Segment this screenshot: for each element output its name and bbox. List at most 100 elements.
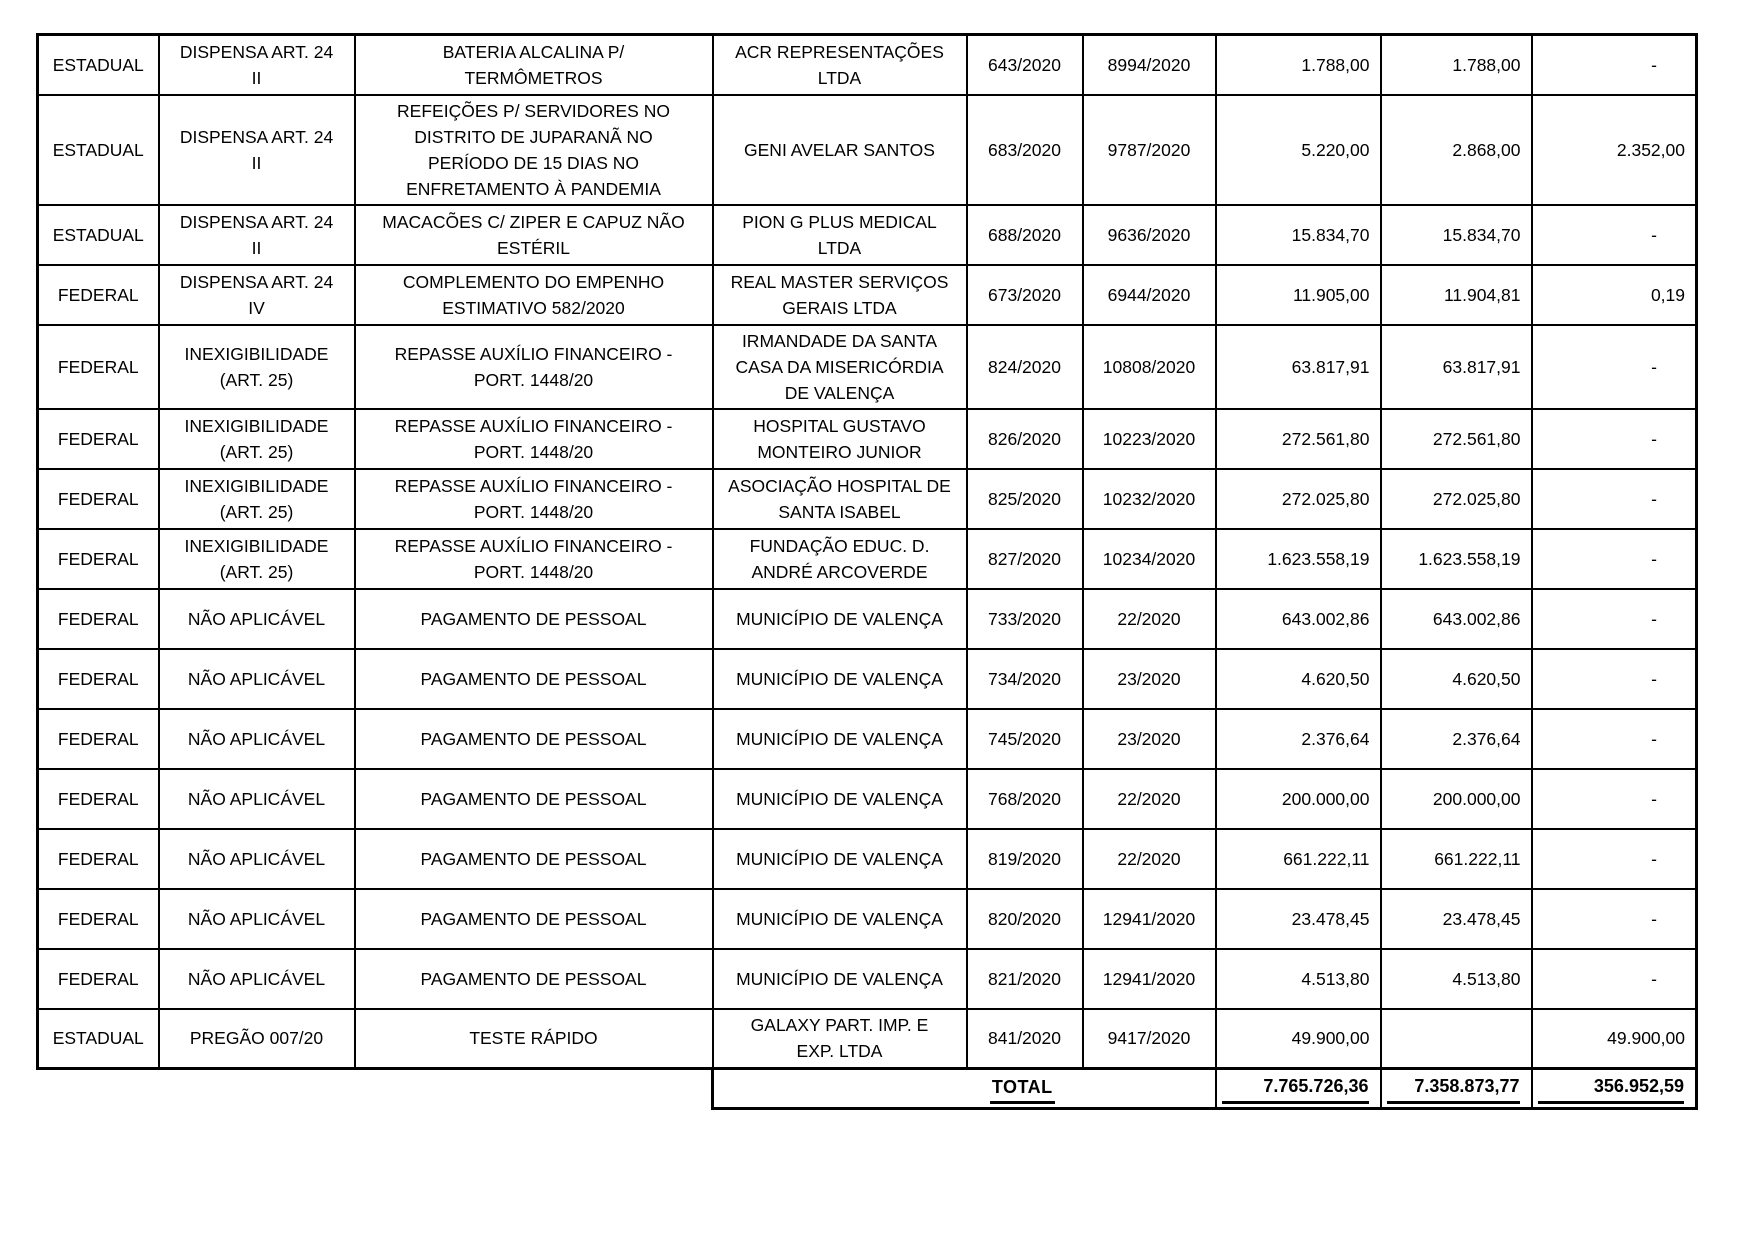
cell-processo-numero: 10232/2020 xyxy=(1081,467,1217,530)
table-row: ESTADUAL DISPENSA ART. 24 II MACACÕES C/ Z… xyxy=(36,203,1698,266)
cell-processo-numero: 12941/2020 xyxy=(1081,947,1217,1010)
table-row: FEDERAL NÃO APLICÁVEL PAGAMENTO DE PESSOAL… xyxy=(36,707,1698,770)
table-row: ESTADUAL DISPENSA ART. 24 II REFEIÇÕES P/ … xyxy=(36,93,1698,206)
cell-valor-empenhado: 272.025,80 xyxy=(1214,467,1382,530)
cell-saldo: - xyxy=(1530,407,1698,470)
table-body: ESTADUAL DISPENSA ART. 24 II BATERIA ALCAL… xyxy=(36,33,1698,1070)
cell-processo-numero: 9636/2020 xyxy=(1081,203,1217,266)
cell-valor-pago: 1.788,00 xyxy=(1379,33,1533,96)
cell-objeto: PAGAMENTO DE PESSOAL xyxy=(353,827,714,890)
cell-processo-numero: 22/2020 xyxy=(1081,587,1217,650)
cell-credor: PION G PLUS MEDICAL LTDA xyxy=(711,203,968,266)
table-row: FEDERAL NÃO APLICÁVEL PAGAMENTO DE PESSOAL… xyxy=(36,587,1698,650)
cell-credor: MUNICÍPIO DE VALENÇA xyxy=(711,827,968,890)
cell-esfera: FEDERAL xyxy=(36,407,160,470)
cell-valor-pago: 643.002,86 xyxy=(1379,587,1533,650)
cell-valor-empenhado: 49.900,00 xyxy=(1214,1007,1382,1070)
cell-esfera: FEDERAL xyxy=(36,707,160,770)
cell-objeto: REPASSE AUXÍLIO FINANCEIRO - PORT. 1448/… xyxy=(353,467,714,530)
table-row: FEDERAL INEXIGIBILIDADE (ART. 25) REPASSE … xyxy=(36,527,1698,590)
cell-empenho-numero: 821/2020 xyxy=(965,947,1084,1010)
cell-valor-pago xyxy=(1379,1007,1533,1070)
cell-saldo: - xyxy=(1530,947,1698,1010)
cell-credor: MUNICÍPIO DE VALENÇA xyxy=(711,887,968,950)
cell-esfera: ESTADUAL xyxy=(36,33,160,96)
cell-esfera: FEDERAL xyxy=(36,947,160,1010)
cell-empenho-numero: 768/2020 xyxy=(965,767,1084,830)
cell-esfera: ESTADUAL xyxy=(36,93,160,206)
cell-objeto: PAGAMENTO DE PESSOAL xyxy=(353,587,714,650)
cell-esfera: FEDERAL xyxy=(36,263,160,326)
cell-saldo: - xyxy=(1530,323,1698,410)
cell-valor-empenhado: 5.220,00 xyxy=(1214,93,1382,206)
table-row: FEDERAL NÃO APLICÁVEL PAGAMENTO DE PESSOAL… xyxy=(36,887,1698,950)
cell-valor-pago: 272.561,80 xyxy=(1379,407,1533,470)
cell-saldo: - xyxy=(1530,647,1698,710)
table-row: FEDERAL INEXIGIBILIDADE (ART. 25) REPASSE … xyxy=(36,467,1698,530)
cell-credor: MUNICÍPIO DE VALENÇA xyxy=(711,707,968,770)
table-row: FEDERAL DISPENSA ART. 24 IV COMPLEMENTO DO… xyxy=(36,263,1698,326)
cell-empenho-numero: 827/2020 xyxy=(965,527,1084,590)
table-row: FEDERAL NÃO APLICÁVEL PAGAMENTO DE PESSOAL… xyxy=(36,827,1698,890)
cell-saldo: - xyxy=(1530,887,1698,950)
cell-valor-pago: 200.000,00 xyxy=(1379,767,1533,830)
cell-modalidade: NÃO APLICÁVEL xyxy=(157,887,356,950)
cell-esfera: FEDERAL xyxy=(36,527,160,590)
cell-credor: GENI AVELAR SANTOS xyxy=(711,93,968,206)
cell-empenho-numero: 733/2020 xyxy=(965,587,1084,650)
table-row: ESTADUAL PREGÃO 007/20 TESTE RÁPIDO GALAXY … xyxy=(36,1007,1698,1070)
cell-modalidade: PREGÃO 007/20 xyxy=(157,1007,356,1070)
cell-valor-pago: 11.904,81 xyxy=(1379,263,1533,326)
total-valor-pago: 7.358.873,77 xyxy=(1379,1067,1533,1110)
cell-objeto: PAGAMENTO DE PESSOAL xyxy=(353,707,714,770)
cell-credor: IRMANDADE DA SANTA CASA DA MISERICÓRDIA … xyxy=(711,323,968,410)
cell-processo-numero: 22/2020 xyxy=(1081,827,1217,890)
total-label: TOTAL xyxy=(989,1074,1055,1104)
cell-modalidade: DISPENSA ART. 24 II xyxy=(157,203,356,266)
cell-valor-pago: 63.817,91 xyxy=(1379,323,1533,410)
table-row: FEDERAL INEXIGIBILIDADE (ART. 25) REPASSE … xyxy=(36,407,1698,470)
total-saldo: 356.952,59 xyxy=(1530,1067,1698,1110)
cell-esfera: ESTADUAL xyxy=(36,203,160,266)
cell-objeto: MACACÕES C/ ZIPER E CAPUZ NÃO ESTÉRIL xyxy=(353,203,714,266)
cell-processo-numero: 12941/2020 xyxy=(1081,887,1217,950)
cell-processo-numero: 10223/2020 xyxy=(1081,407,1217,470)
cell-credor: FUNDAÇÃO EDUC. D. ANDRÉ ARCOVERDE xyxy=(711,527,968,590)
cell-valor-pago: 272.025,80 xyxy=(1379,467,1533,530)
cell-valor-empenhado: 11.905,00 xyxy=(1214,263,1382,326)
cell-saldo: - xyxy=(1530,707,1698,770)
table-row: FEDERAL INEXIGIBILIDADE (ART. 25) REPASSE … xyxy=(36,323,1698,410)
cell-processo-numero: 23/2020 xyxy=(1081,647,1217,710)
cell-esfera: FEDERAL xyxy=(36,827,160,890)
cell-objeto: PAGAMENTO DE PESSOAL xyxy=(353,947,714,1010)
cell-modalidade: INEXIGIBILIDADE (ART. 25) xyxy=(157,467,356,530)
cell-modalidade: NÃO APLICÁVEL xyxy=(157,647,356,710)
total-spacer xyxy=(38,1069,713,1109)
cell-valor-empenhado: 1.623.558,19 xyxy=(1214,527,1382,590)
cell-valor-pago: 4.513,80 xyxy=(1379,947,1533,1010)
cell-valor-empenhado: 23.478,45 xyxy=(1214,887,1382,950)
cell-empenho-numero: 673/2020 xyxy=(965,263,1084,326)
cell-saldo: 49.900,00 xyxy=(1530,1007,1698,1070)
cell-saldo: - xyxy=(1530,587,1698,650)
cell-empenho-numero: 820/2020 xyxy=(965,887,1084,950)
cell-objeto: PAGAMENTO DE PESSOAL xyxy=(353,647,714,710)
cell-esfera: FEDERAL xyxy=(36,467,160,530)
table-row: ESTADUAL DISPENSA ART. 24 II BATERIA ALCAL… xyxy=(36,33,1698,96)
total-row: TOTAL 7.765.726,36 7.358.873,77 356.952,… xyxy=(38,1067,1698,1110)
cell-modalidade: DISPENSA ART. 24 IV xyxy=(157,263,356,326)
cell-objeto: REFEIÇÕES P/ SERVIDORES NO DISTRITO DE J… xyxy=(353,93,714,206)
cell-modalidade: DISPENSA ART. 24 II xyxy=(157,33,356,96)
cell-processo-numero: 23/2020 xyxy=(1081,707,1217,770)
cell-modalidade: NÃO APLICÁVEL xyxy=(157,707,356,770)
cell-modalidade: NÃO APLICÁVEL xyxy=(157,587,356,650)
cell-modalidade: NÃO APLICÁVEL xyxy=(157,947,356,1010)
table-row: FEDERAL NÃO APLICÁVEL PAGAMENTO DE PESSOAL… xyxy=(36,947,1698,1010)
cell-objeto: REPASSE AUXÍLIO FINANCEIRO - PORT. 1448/… xyxy=(353,527,714,590)
cell-modalidade: INEXIGIBILIDADE (ART. 25) xyxy=(157,527,356,590)
cell-empenho-numero: 824/2020 xyxy=(965,323,1084,410)
cell-credor: ASOCIAÇÃO HOSPITAL DE SANTA ISABEL xyxy=(711,467,968,530)
cell-objeto: COMPLEMENTO DO EMPENHO ESTIMATIVO 582/20… xyxy=(353,263,714,326)
cell-empenho-numero: 683/2020 xyxy=(965,93,1084,206)
